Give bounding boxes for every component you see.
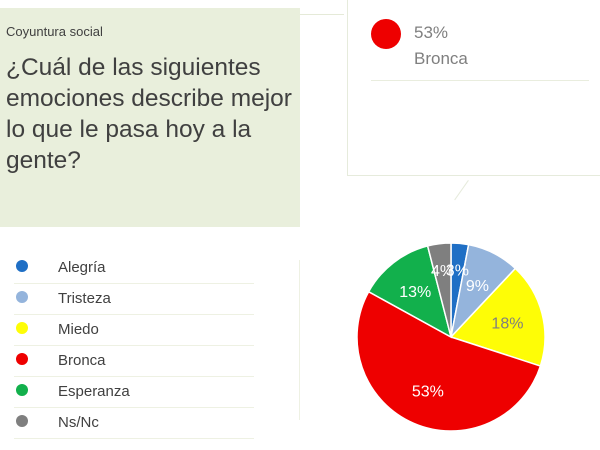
chart-legend: Alegría Tristeza Miedo Bronca Esperanza Ns/Nc	[14, 253, 254, 439]
callout-value: 53%	[414, 23, 449, 42]
callout-label: Bronca	[414, 49, 468, 68]
pie-slice	[426, 242, 452, 338]
pie-data-label: 9%	[466, 278, 489, 295]
section-divider	[299, 260, 300, 420]
legend-label: Ns/Nc	[58, 414, 99, 431]
legend-item: Esperanza	[14, 377, 254, 408]
legend-label: Bronca	[58, 352, 106, 369]
legend-item: Ns/Nc	[14, 408, 254, 439]
pie-slice	[449, 267, 546, 367]
pie-slice	[356, 290, 542, 432]
legend-item: Alegría	[14, 253, 254, 284]
legend-item: Bronca	[14, 346, 254, 377]
legend-item: Miedo	[14, 315, 254, 346]
callout-color-dot	[371, 19, 401, 49]
legend-label: Esperanza	[58, 383, 130, 400]
legend-label: Alegría	[58, 259, 106, 276]
callout-rule	[371, 80, 589, 81]
header-panel	[0, 8, 300, 227]
legend-swatch	[16, 260, 28, 272]
callout-box	[347, 0, 600, 176]
header-top-rule	[300, 14, 344, 15]
pie-data-label: 53%	[412, 383, 444, 400]
page-title: ¿Cuál de las siguientes emociones descri…	[6, 54, 292, 174]
legend-label: Tristeza	[58, 290, 111, 307]
legend-swatch	[16, 415, 28, 427]
legend-swatch	[16, 384, 28, 396]
legend-label: Miedo	[58, 321, 99, 338]
pie-slice	[367, 245, 453, 339]
header-kicker: Coyuntura social	[6, 24, 103, 39]
callout-pointer	[454, 180, 469, 201]
legend-item: Tristeza	[14, 284, 254, 315]
pie-data-label: 3%	[446, 263, 469, 280]
legend-swatch	[16, 322, 28, 334]
legend-swatch	[16, 291, 28, 303]
pie-data-label: 4%	[431, 263, 454, 280]
pie-data-label: 13%	[399, 284, 431, 301]
pie-chart: 3%9% 18% 53% 13%4%	[356, 242, 546, 432]
pie-data-label: 18%	[491, 316, 523, 333]
legend-swatch	[16, 353, 28, 365]
